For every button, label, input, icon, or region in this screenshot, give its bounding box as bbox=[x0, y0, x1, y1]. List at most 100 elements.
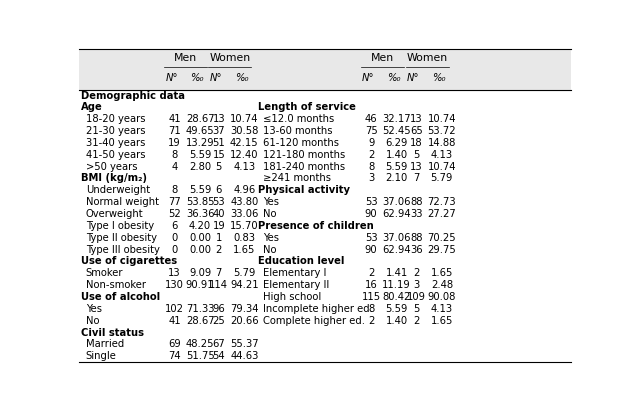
Text: 5.79: 5.79 bbox=[430, 173, 453, 184]
Text: 48.25: 48.25 bbox=[186, 339, 214, 350]
Text: 13-60 months: 13-60 months bbox=[263, 126, 332, 136]
Text: Married: Married bbox=[86, 339, 124, 350]
Text: Underweight: Underweight bbox=[86, 185, 150, 195]
Text: 8: 8 bbox=[171, 150, 178, 160]
Text: Yes: Yes bbox=[263, 233, 279, 243]
Text: 5: 5 bbox=[413, 304, 420, 314]
Text: 53: 53 bbox=[365, 233, 377, 243]
Text: 4.13: 4.13 bbox=[431, 150, 453, 160]
Text: 5.59: 5.59 bbox=[189, 185, 211, 195]
Text: 88: 88 bbox=[410, 233, 423, 243]
Text: No: No bbox=[263, 245, 276, 255]
Text: No: No bbox=[86, 316, 99, 326]
Text: Normal weight: Normal weight bbox=[86, 197, 158, 207]
Text: Type I obesity: Type I obesity bbox=[86, 221, 154, 231]
Text: %₀: %₀ bbox=[432, 73, 446, 83]
Text: 5: 5 bbox=[216, 162, 222, 172]
Text: 4: 4 bbox=[171, 162, 178, 172]
Text: 37: 37 bbox=[212, 126, 225, 136]
Text: N°: N° bbox=[165, 73, 178, 83]
Text: 53: 53 bbox=[212, 197, 225, 207]
Text: 13: 13 bbox=[410, 162, 423, 172]
Text: 79.34: 79.34 bbox=[230, 304, 259, 314]
Text: ≥241 months: ≥241 months bbox=[263, 173, 331, 184]
Text: 30.58: 30.58 bbox=[230, 126, 259, 136]
Text: 51: 51 bbox=[212, 138, 225, 148]
Text: 75: 75 bbox=[365, 126, 377, 136]
Text: 9: 9 bbox=[368, 138, 374, 148]
Text: 90: 90 bbox=[365, 245, 377, 255]
Text: 32.17: 32.17 bbox=[382, 114, 411, 124]
Text: 12.40: 12.40 bbox=[230, 150, 259, 160]
Text: 5: 5 bbox=[413, 150, 420, 160]
Text: 109: 109 bbox=[407, 292, 426, 302]
Text: 43.80: 43.80 bbox=[230, 197, 259, 207]
Text: N°: N° bbox=[407, 73, 420, 83]
Text: 10.74: 10.74 bbox=[427, 162, 456, 172]
Text: 36.36: 36.36 bbox=[186, 209, 214, 219]
Text: 71.33: 71.33 bbox=[186, 304, 214, 314]
Text: 37.06: 37.06 bbox=[382, 197, 411, 207]
Text: 37.06: 37.06 bbox=[382, 233, 411, 243]
Text: 21-30 years: 21-30 years bbox=[86, 126, 145, 136]
Text: 94.21: 94.21 bbox=[230, 280, 259, 290]
Text: 72.73: 72.73 bbox=[427, 197, 456, 207]
Text: 25: 25 bbox=[212, 316, 225, 326]
Text: Women: Women bbox=[209, 53, 250, 63]
Text: 52.45: 52.45 bbox=[382, 126, 411, 136]
Text: Education level: Education level bbox=[258, 256, 344, 267]
Text: 62.94: 62.94 bbox=[382, 209, 411, 219]
Text: 41-50 years: 41-50 years bbox=[86, 150, 145, 160]
Text: Non-smoker: Non-smoker bbox=[86, 280, 146, 290]
Text: 88: 88 bbox=[410, 197, 423, 207]
Text: 4.13: 4.13 bbox=[233, 162, 256, 172]
Text: 16: 16 bbox=[365, 280, 377, 290]
Text: 6.29: 6.29 bbox=[385, 138, 408, 148]
Text: 3: 3 bbox=[413, 280, 420, 290]
Text: %₀: %₀ bbox=[387, 73, 401, 83]
Text: 19: 19 bbox=[168, 138, 181, 148]
Text: 69: 69 bbox=[168, 339, 181, 350]
Text: 28.67: 28.67 bbox=[186, 114, 214, 124]
Text: High school: High school bbox=[263, 292, 321, 302]
Text: 90.08: 90.08 bbox=[428, 292, 456, 302]
Text: 53.72: 53.72 bbox=[427, 126, 456, 136]
Text: %₀: %₀ bbox=[190, 73, 204, 83]
Text: 46: 46 bbox=[365, 114, 377, 124]
Text: 29.75: 29.75 bbox=[427, 245, 456, 255]
Text: 5.59: 5.59 bbox=[385, 304, 408, 314]
Text: 14.88: 14.88 bbox=[428, 138, 456, 148]
Text: 53: 53 bbox=[365, 197, 377, 207]
Text: Type II obesity: Type II obesity bbox=[86, 233, 157, 243]
Text: 80.42: 80.42 bbox=[382, 292, 411, 302]
Text: 52: 52 bbox=[168, 209, 181, 219]
Text: 31-40 years: 31-40 years bbox=[86, 138, 145, 148]
Text: 1.41: 1.41 bbox=[385, 268, 408, 278]
Text: 33.06: 33.06 bbox=[230, 209, 259, 219]
Text: 102: 102 bbox=[165, 304, 184, 314]
Text: Complete higher ed.: Complete higher ed. bbox=[263, 316, 365, 326]
Text: 13: 13 bbox=[168, 268, 181, 278]
Text: 8: 8 bbox=[368, 162, 374, 172]
Bar bbox=[79, 49, 571, 90]
Text: 4.13: 4.13 bbox=[431, 304, 453, 314]
Text: 54: 54 bbox=[212, 351, 225, 361]
Text: 2: 2 bbox=[368, 316, 374, 326]
Text: 74: 74 bbox=[168, 351, 181, 361]
Text: 10.74: 10.74 bbox=[427, 114, 456, 124]
Text: BMI (kg/m₂): BMI (kg/m₂) bbox=[81, 173, 146, 184]
Text: 2: 2 bbox=[413, 268, 420, 278]
Text: 0: 0 bbox=[171, 233, 178, 243]
Text: Men: Men bbox=[174, 53, 197, 63]
Text: 8: 8 bbox=[171, 185, 178, 195]
Text: Incomplete higher ed.: Incomplete higher ed. bbox=[263, 304, 373, 314]
Text: 15.70: 15.70 bbox=[230, 221, 259, 231]
Text: 5.59: 5.59 bbox=[385, 162, 408, 172]
Text: 9.09: 9.09 bbox=[189, 268, 211, 278]
Text: 19: 19 bbox=[212, 221, 225, 231]
Text: 70.25: 70.25 bbox=[427, 233, 456, 243]
Text: 2: 2 bbox=[413, 316, 420, 326]
Text: 1.40: 1.40 bbox=[385, 150, 408, 160]
Text: 10.74: 10.74 bbox=[230, 114, 259, 124]
Text: Type III obesity: Type III obesity bbox=[86, 245, 160, 255]
